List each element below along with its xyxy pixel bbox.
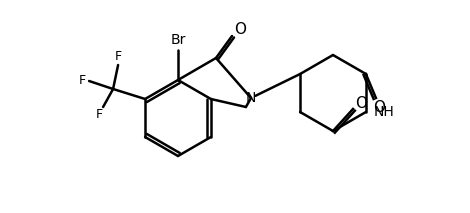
Text: NH: NH (374, 105, 395, 119)
Text: O: O (373, 101, 385, 115)
Text: F: F (95, 108, 102, 121)
Text: F: F (115, 50, 122, 63)
Text: O: O (234, 23, 246, 37)
Text: Br: Br (170, 33, 186, 47)
Text: O: O (355, 96, 367, 111)
Text: F: F (78, 75, 86, 88)
Text: N: N (246, 91, 256, 105)
